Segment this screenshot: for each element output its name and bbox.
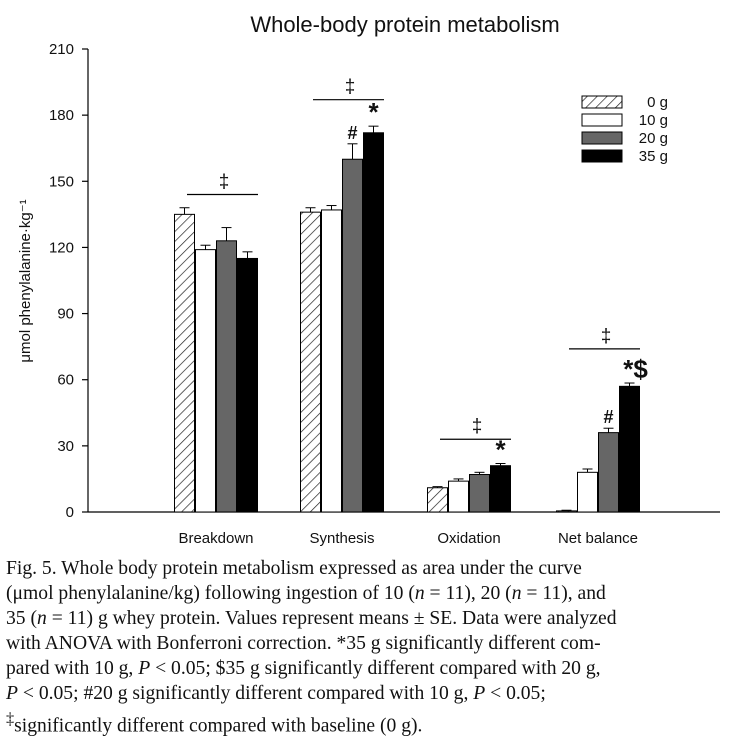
bar xyxy=(448,480,469,513)
bar xyxy=(619,385,640,513)
chart: Whole-body protein metabolism μmol pheny… xyxy=(17,12,720,547)
bar xyxy=(427,487,448,513)
legend-swatch xyxy=(581,131,623,145)
legend-swatch xyxy=(581,113,623,127)
legend-label: 0 g xyxy=(647,94,668,111)
legend-label: 35 g xyxy=(639,148,668,165)
significance-marks: ‡ ‡ ‡ ‡ # * * # *$ xyxy=(187,77,648,464)
caption-line: ‡significantly different compared with b… xyxy=(6,709,423,737)
annotation-mark: * xyxy=(495,434,506,464)
bracket-label: ‡ xyxy=(345,77,356,98)
annotation-mark: # xyxy=(603,407,613,427)
bar xyxy=(598,432,619,513)
bar xyxy=(556,510,577,513)
x-category-label: Synthesis xyxy=(309,530,374,547)
bar xyxy=(174,213,195,513)
bars xyxy=(174,125,640,513)
bar xyxy=(363,132,384,513)
bar xyxy=(195,249,216,513)
bar xyxy=(469,474,490,513)
chart-title: Whole-body protein metabolism xyxy=(250,12,559,37)
x-category-label: Breakdown xyxy=(178,530,253,547)
bar xyxy=(490,465,511,513)
legend-label: 20 g xyxy=(639,130,668,147)
legend-swatch xyxy=(581,149,623,163)
x-category-label: Oxidation xyxy=(437,530,500,547)
axes: 0 30 60 90 120 150 180 210 Breakdown Synthesis Oxi… xyxy=(49,41,720,547)
annotation-mark: *$ xyxy=(623,354,648,384)
legend-swatch xyxy=(581,95,623,109)
bracket-label: ‡ xyxy=(472,416,483,437)
y-tick-label: 210 xyxy=(49,41,74,58)
annotation-mark: * xyxy=(368,97,379,127)
bar xyxy=(216,240,237,513)
bar xyxy=(577,471,598,513)
caption-line: pared with 10 g, P < 0.05; $35 g signifi… xyxy=(6,658,601,679)
y-tick-label: 30 xyxy=(57,438,74,455)
figure-caption: Fig. 5. Whole body protein metabolism ex… xyxy=(6,556,728,739)
bar xyxy=(321,209,342,513)
y-tick-label: 120 xyxy=(49,239,74,256)
y-tick-label: 90 xyxy=(57,306,74,323)
bar xyxy=(300,211,321,513)
x-category-label: Net balance xyxy=(558,530,638,547)
caption-line: with ANOVA with Bonferroni correction. *… xyxy=(6,633,601,654)
caption-line: (μmol phenylalanine/kg) following ingest… xyxy=(6,583,606,604)
bar xyxy=(237,257,258,513)
bar xyxy=(342,158,363,513)
y-tick-label: 0 xyxy=(66,504,74,521)
caption-line: 35 (n = 11) g whey protein. Values repre… xyxy=(6,608,617,629)
bracket-label: ‡ xyxy=(219,172,230,193)
annotation-mark: # xyxy=(347,123,357,143)
y-tick-label: 60 xyxy=(57,372,74,389)
y-axis-label: μmol phenylalanine·kg⁻¹ xyxy=(17,199,34,362)
caption-line: Fig. 5. Whole body protein metabolism ex… xyxy=(6,558,582,579)
caption-line: P < 0.05; #20 g significantly different … xyxy=(6,683,546,704)
legend-label: 10 g xyxy=(639,112,668,129)
y-tick-label: 180 xyxy=(49,107,74,124)
bracket-label: ‡ xyxy=(601,326,612,347)
legend: 0 g10 g20 g35 g xyxy=(581,94,668,165)
y-tick-label: 150 xyxy=(49,173,74,190)
